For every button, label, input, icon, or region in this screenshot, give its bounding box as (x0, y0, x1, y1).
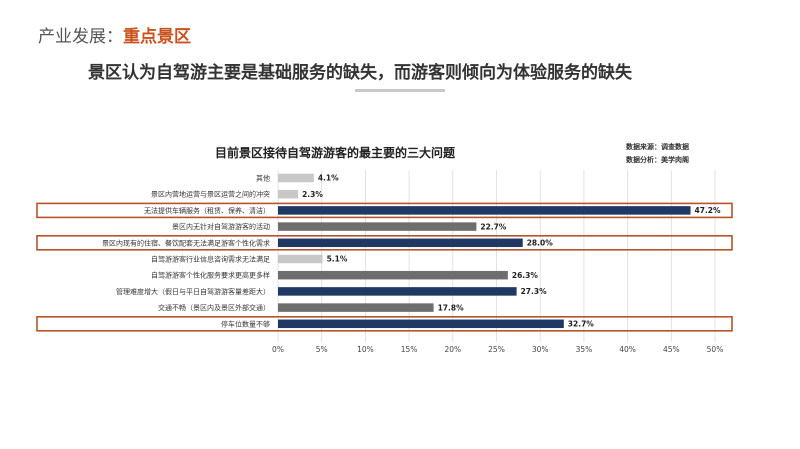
bar (278, 189, 299, 199)
data-label: 28.0% (527, 239, 554, 248)
x-tick-label: 10% (357, 345, 374, 354)
category-label: 景区内营地运营与景区运营之间的冲突 (151, 190, 270, 199)
data-label: 22.7% (480, 222, 507, 231)
x-tick-label: 20% (444, 345, 461, 354)
highlight-box (36, 315, 733, 332)
x-tick-label: 50% (707, 345, 724, 354)
bar (278, 303, 434, 312)
data-label: 47.2% (695, 206, 722, 215)
bar (278, 222, 477, 231)
title-divider (355, 89, 445, 92)
data-label: 26.3% (512, 271, 539, 280)
data-label: 5.1% (327, 255, 348, 264)
data-label: 27.3% (521, 287, 548, 296)
page-subtitle: 景区认为自驾游主要是基础服务的缺失，而游客则倾向为体验服务的缺失 (88, 63, 632, 83)
section-name: 重点景区 (123, 27, 191, 47)
highlight-box (36, 235, 733, 251)
bars (278, 173, 691, 329)
bar (278, 319, 564, 329)
x-tick-label: 40% (619, 345, 636, 354)
x-tick-label: 0% (272, 345, 284, 354)
data-source-label: 数据来源：调查数据 (626, 142, 689, 151)
x-tick-label: 30% (532, 345, 549, 354)
category-label: 自驾游游客行业信息咨询需求无法满足 (151, 255, 270, 264)
data-label: 17.8% (438, 303, 465, 312)
x-tick-label: 35% (576, 345, 593, 354)
section-prefix: 产业发展： (38, 27, 123, 47)
bar (278, 254, 323, 264)
bar (278, 287, 517, 296)
section-header: 产业发展：重点景区 (38, 22, 191, 47)
bar (278, 238, 523, 248)
x-tick-label: 45% (663, 345, 680, 354)
value-labels: 4.1% 2.3% 47.2% 22.7% 28.0% 5.1% 26.3% 27.3% 17.… (302, 174, 721, 329)
x-tick-label: 25% (488, 345, 505, 354)
data-label: 4.1% (318, 174, 339, 183)
category-label: 景区内现有的住宿、餐饮配套无法满足游客个性化需求 (102, 238, 270, 247)
data-label: 32.7% (568, 320, 595, 329)
category-label: 交通不畅（景区内及景区外部交通） (158, 303, 270, 312)
highlight-box (36, 202, 733, 219)
highlight-boxes (36, 202, 733, 332)
x-axis-ticks: 0% 5% 10% 15% 20% 25% 30% 35% 40% 45% 50% (272, 345, 723, 354)
x-tick-label: 15% (401, 345, 418, 354)
grid-lines (277, 170, 716, 342)
bar (278, 206, 691, 215)
x-tick-label: 5% (316, 345, 328, 354)
data-analysis-label: 数据分析：美学肉阁 (626, 155, 689, 164)
category-label: 无法提供车辆服务（租赁、保养、清洁） (144, 206, 270, 215)
data-label: 2.3% (302, 190, 323, 199)
category-label: 停车位数量不够 (221, 319, 270, 328)
category-label: 管理难度增大（假日与平日自驾游游客量差距大） (116, 287, 270, 296)
category-label: 其他 (256, 174, 270, 183)
bar (278, 270, 508, 280)
chart-title: 目前景区接待自驾游游客的最主要的三大问题 (215, 145, 456, 160)
bar (278, 173, 314, 183)
category-label: 景区内无针对自驾游游客的活动 (172, 222, 270, 231)
category-label: 自驾游游客个性化服务要求更高更多样 (151, 271, 270, 280)
